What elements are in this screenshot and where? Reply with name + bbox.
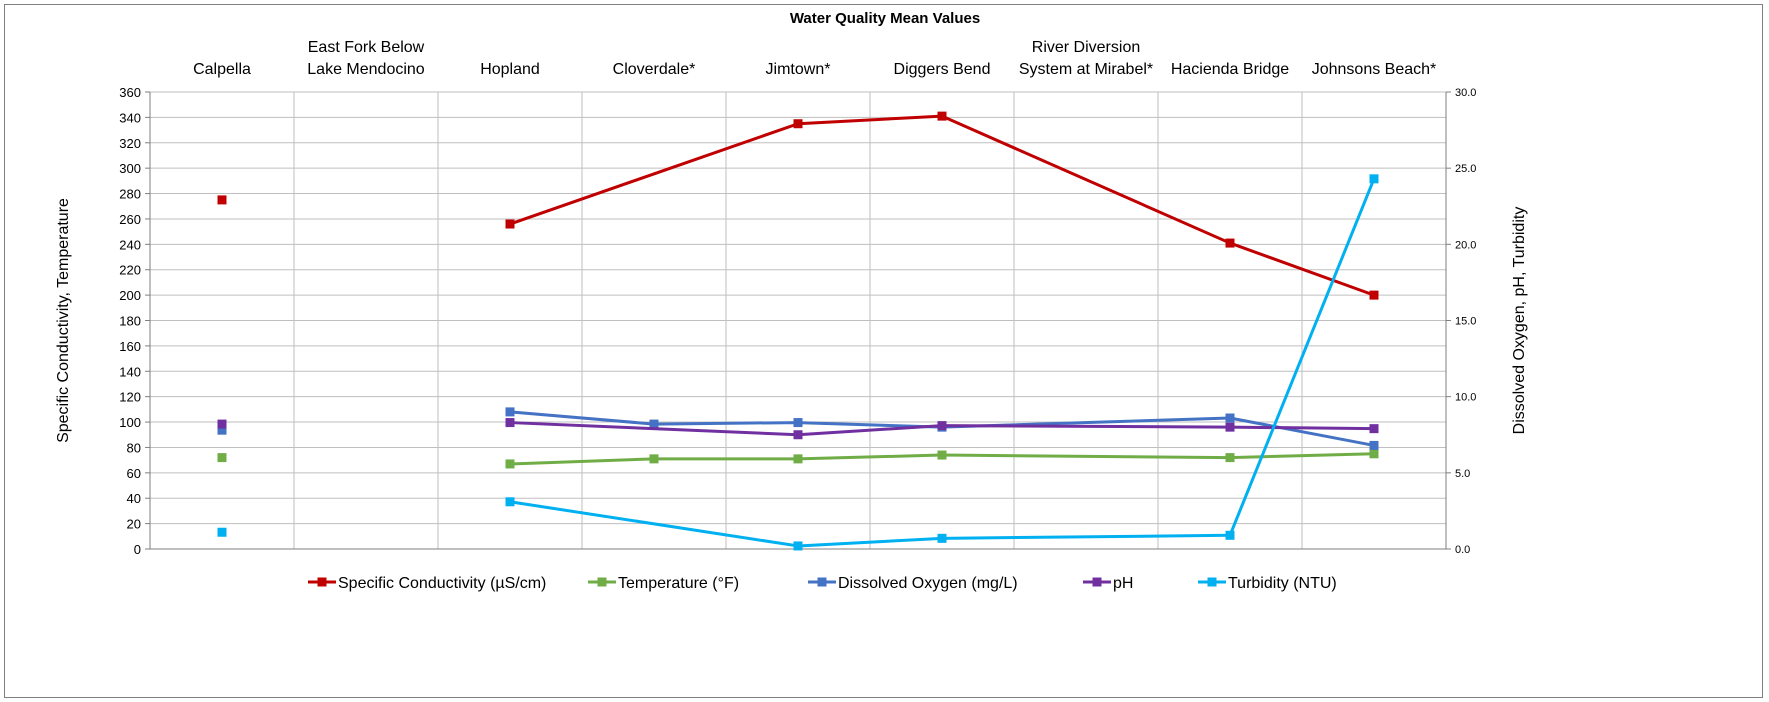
category-label: System at Mirabel*: [1019, 61, 1153, 78]
data-point: [793, 541, 803, 551]
category-label: Calpella: [193, 61, 251, 78]
data-point: [217, 527, 227, 537]
data-point: [1225, 453, 1235, 463]
right-axis-title: Dissolved Oxygen, pH, Turbidity: [1511, 207, 1528, 435]
data-point: [649, 454, 659, 464]
data-point: [1225, 413, 1235, 423]
legend-label: Dissolved Oxygen (mg/L): [838, 575, 1018, 592]
left-tick-label: 180: [119, 314, 141, 329]
data-point: [793, 430, 803, 440]
data-point: [937, 421, 947, 431]
category-labels: Calpella East Fork Below Lake Mendocino Hop…: [193, 39, 1436, 78]
legend-swatch-marker: [1092, 577, 1102, 587]
legend-label: Temperature (°F): [618, 575, 739, 592]
series-layer: [217, 111, 1379, 551]
chart-title: Water Quality Mean Values: [790, 10, 980, 27]
series-4: [217, 174, 1379, 551]
data-point: [1369, 290, 1379, 300]
right-tick-label: 20.0: [1455, 239, 1476, 251]
left-axis-title: Specific Conductivity, Temperature: [55, 198, 72, 443]
legend-swatch-marker: [597, 577, 607, 587]
category-label: Lake Mendocino: [307, 61, 425, 78]
category-label: River Diversion: [1032, 39, 1140, 56]
data-point: [1225, 238, 1235, 248]
category-label: Cloverdale*: [613, 61, 696, 78]
legend-label: pH: [1113, 575, 1133, 592]
data-point: [505, 497, 515, 507]
data-point: [793, 454, 803, 464]
left-tick-label: 300: [119, 161, 141, 176]
series-3: [217, 418, 1379, 440]
series-1: [217, 449, 1379, 469]
data-point: [1369, 174, 1379, 184]
legend-label: Specific Conductivity (µS/cm): [338, 575, 546, 592]
legend-swatch-marker: [1207, 577, 1217, 587]
data-point: [217, 195, 227, 205]
right-tick-label: 0.0: [1455, 544, 1470, 556]
data-point: [505, 219, 515, 229]
data-point: [1225, 422, 1235, 432]
data-point: [1369, 449, 1379, 459]
data-point: [1369, 440, 1379, 450]
legend: Specific Conductivity (µS/cm) Temperature…: [308, 575, 1337, 592]
series-0: [217, 111, 1379, 300]
left-tick-label: 220: [119, 263, 141, 278]
data-point: [505, 407, 515, 417]
left-tick-label: 120: [119, 390, 141, 405]
data-point: [505, 418, 515, 428]
data-point: [937, 450, 947, 460]
left-tick-label: 240: [119, 237, 141, 252]
left-tick-label: 200: [119, 288, 141, 303]
left-tick-label: 320: [119, 136, 141, 151]
legend-label: Turbidity (NTU): [1228, 575, 1337, 592]
data-point: [1225, 530, 1235, 540]
right-tick-label: 5.0: [1455, 468, 1470, 480]
left-tick-label: 340: [119, 110, 141, 125]
series-line: [509, 410, 1375, 447]
left-tick-label: 360: [119, 85, 141, 100]
left-tick-label: 20: [127, 517, 141, 532]
data-point: [217, 453, 227, 463]
category-label: Jimtown*: [766, 61, 831, 78]
left-tick-label: 140: [119, 364, 141, 379]
series-line: [509, 452, 1375, 466]
legend-swatch-marker: [317, 577, 327, 587]
left-tick-label: 100: [119, 415, 141, 430]
left-tick-label: 80: [127, 440, 141, 455]
data-point: [217, 425, 227, 435]
legend-swatch-marker: [817, 577, 827, 587]
data-point: [793, 418, 803, 428]
right-axis-ticks: 0.0 5.0 10.0 15.0 20.0 25.0 30.0: [1455, 87, 1476, 556]
left-tick-label: 0: [134, 542, 141, 557]
data-point: [937, 533, 947, 543]
right-tick-label: 30.0: [1455, 87, 1476, 99]
data-point: [793, 119, 803, 129]
data-point: [649, 419, 659, 429]
category-label: Johnsons Beach*: [1312, 61, 1437, 78]
data-point: [1369, 424, 1379, 434]
left-tick-label: 40: [127, 491, 141, 506]
data-point: [217, 419, 227, 429]
right-tick-label: 10.0: [1455, 392, 1476, 404]
category-label: Hopland: [480, 61, 540, 78]
right-tick-label: 15.0: [1455, 316, 1476, 328]
series-line: [509, 178, 1376, 548]
left-tick-label: 160: [119, 339, 141, 354]
data-point: [937, 111, 947, 121]
category-label: Diggers Bend: [894, 61, 991, 78]
left-tick-label: 260: [119, 212, 141, 227]
data-point: [505, 459, 515, 469]
left-tick-label: 60: [127, 466, 141, 481]
category-label: East Fork Below: [308, 39, 425, 56]
left-tick-label: 280: [119, 187, 141, 202]
category-label: Hacienda Bridge: [1171, 61, 1289, 78]
gridlines: [145, 91, 1451, 550]
series-2: [217, 407, 1379, 450]
right-tick-label: 25.0: [1455, 163, 1476, 175]
left-axis-ticks: 0 20 40 60 80 100 120 140 160 180 200 220 240 260 280 3…: [119, 85, 141, 557]
